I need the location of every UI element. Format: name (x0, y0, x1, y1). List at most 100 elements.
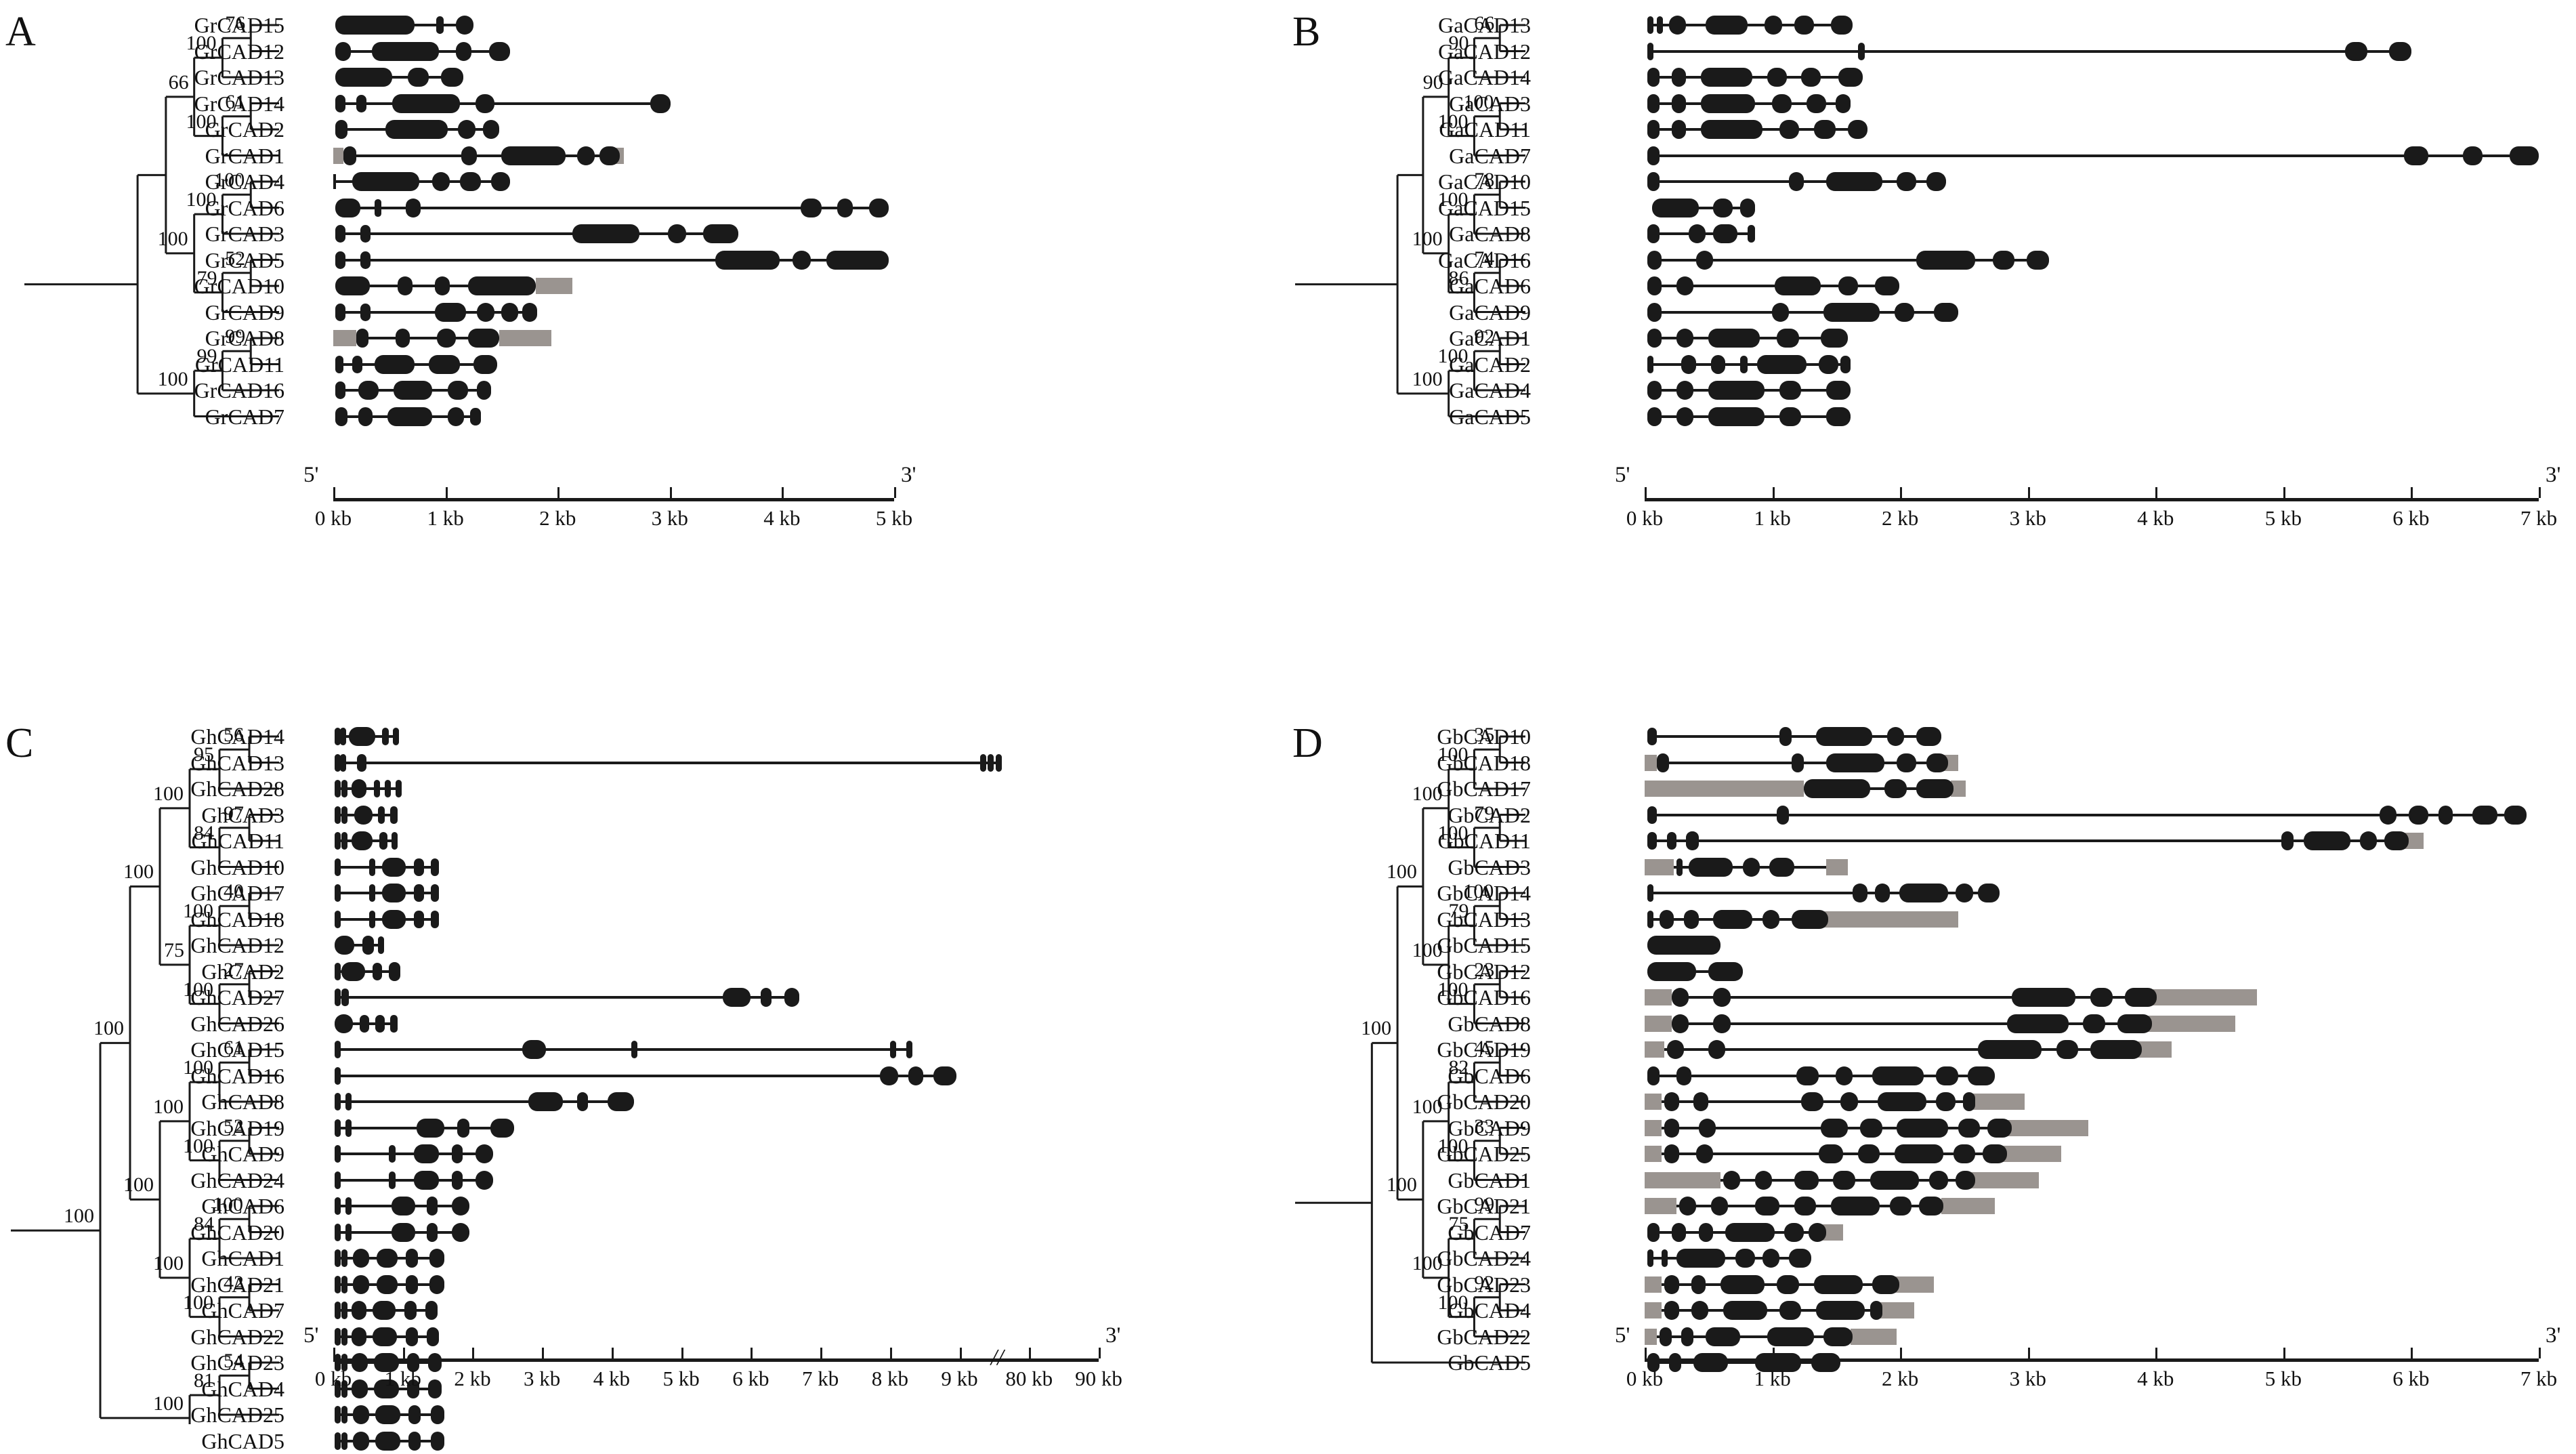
exon-box (358, 381, 379, 400)
exon-box (335, 1354, 341, 1371)
exon-box (1848, 120, 1868, 139)
exon-box (335, 16, 415, 35)
exon-box (393, 728, 400, 745)
exon-box (1801, 68, 1821, 87)
bootstrap-value: 100 (183, 978, 213, 1001)
exon-box (1691, 1301, 1709, 1320)
exon-box (1710, 1197, 1728, 1216)
three-prime-label: 3' (1105, 1323, 1121, 1348)
gene-row: GaCAD13 (1287, 12, 2576, 38)
exon-box (335, 1379, 341, 1398)
gene-label: GrCAD15 (194, 13, 284, 37)
exon-box (1813, 1274, 1863, 1294)
gene-label: GhCAD5 (201, 1428, 284, 1453)
gene-structure-track (1645, 276, 1900, 296)
intron-line (1647, 839, 2424, 842)
bootstrap-value: 100 (123, 860, 154, 884)
intron-line (335, 206, 889, 209)
intron-line (335, 787, 402, 790)
exon-box (715, 250, 780, 270)
exon-box (387, 407, 432, 426)
gene-structure-track (333, 1248, 445, 1268)
axis-tick-label: 1 kb (1754, 506, 1791, 530)
exon-box (1647, 832, 1657, 850)
gene-row: GbCAD24 (1287, 1245, 2576, 1271)
exon-box (1713, 1014, 1731, 1033)
gene-row: GbCAD15 (1287, 932, 2576, 958)
gene-row: GhCAD25 (0, 1402, 1287, 1428)
axis-tick-label: 2 kb (1882, 1367, 1919, 1390)
exon-box (1647, 936, 1721, 955)
utr-3prime (2151, 989, 2258, 1005)
bootstrap-value: 100 (1437, 1291, 1469, 1314)
intron-line (335, 362, 498, 366)
gene-structure-track (1645, 146, 2539, 166)
exon-box (468, 276, 536, 295)
utr-5prime (1645, 781, 1804, 797)
gene-structure-track (1645, 1066, 1996, 1086)
axis-tick (1772, 487, 1775, 498)
exon-box (1838, 276, 1858, 295)
exon-box (522, 302, 537, 322)
exon-box (1825, 172, 1882, 191)
bootstrap-value: 52 (225, 247, 246, 270)
exon-box (341, 780, 348, 797)
gene-label: GhCAD22 (190, 1324, 284, 1349)
intron-line (335, 996, 800, 999)
exon-box (1695, 1144, 1714, 1163)
intron-line (1647, 310, 1958, 314)
exon-box (490, 1118, 515, 1138)
gene-label: GaCAD6 (1449, 274, 1531, 298)
exon-box (1813, 120, 1836, 139)
gene-label: GhCAD4 (201, 1376, 284, 1401)
gene-structure-track (333, 407, 481, 427)
axis-tick (445, 487, 448, 498)
gene-structure-track (1645, 171, 1946, 192)
exon-box (1809, 1222, 1826, 1242)
gene-row: GrCAD7 (0, 404, 1287, 430)
axis-tick (669, 487, 672, 498)
gene-row: GbCAD11 (1287, 828, 2576, 854)
gene-label: GhCAD28 (190, 776, 284, 801)
bootstrap-value: 79 (1448, 900, 1469, 923)
exon-box (1916, 250, 1976, 270)
bootstrap-value: 100 (1437, 978, 1469, 1001)
five-prime-label: 5' (303, 463, 319, 487)
gene-row: GhCAD13 (0, 750, 1287, 776)
exon-box (1762, 1249, 1779, 1268)
gene-row: GhCAD6 (0, 1193, 1287, 1219)
gene-row: GaCAD12 (1287, 39, 2576, 64)
gene-row: GrCAD9 (0, 299, 1287, 325)
bootstrap-value: 56 (224, 724, 244, 747)
exon-box (1676, 1066, 1691, 1085)
gene-row: GhCAD24 (0, 1167, 1287, 1193)
exon-box (348, 727, 375, 746)
gene-row: GaCAD14 (1287, 64, 2576, 90)
axis-tick-label: 6 kb (732, 1367, 769, 1390)
exon-box (360, 1014, 370, 1033)
exon-box (1894, 1144, 1944, 1163)
gene-structure-track (1645, 198, 1755, 218)
bootstrap-value: 61 (225, 90, 246, 113)
exon-box (1664, 1118, 1679, 1138)
exon-box (335, 225, 346, 243)
exon-box (650, 94, 671, 113)
bootstrap-value: 100 (186, 32, 217, 55)
exon-box (1647, 42, 1653, 60)
exon-box (1762, 909, 1779, 929)
exon-box (335, 1093, 341, 1110)
gene-label: GhCAD20 (190, 1220, 284, 1245)
exon-box (376, 1249, 398, 1268)
exon-box (1870, 1301, 1882, 1320)
exon-box (393, 381, 432, 400)
exon-box (376, 1274, 398, 1294)
exon-box (1693, 1092, 1709, 1111)
intron-line (335, 1048, 911, 1051)
exon-box (1681, 354, 1696, 374)
exon-box (1706, 16, 1748, 35)
axis-tick (1645, 487, 1647, 498)
exon-box (430, 858, 440, 876)
exon-box (390, 806, 398, 824)
bootstrap-value: 75 (164, 938, 184, 961)
exon-box (1818, 354, 1838, 374)
